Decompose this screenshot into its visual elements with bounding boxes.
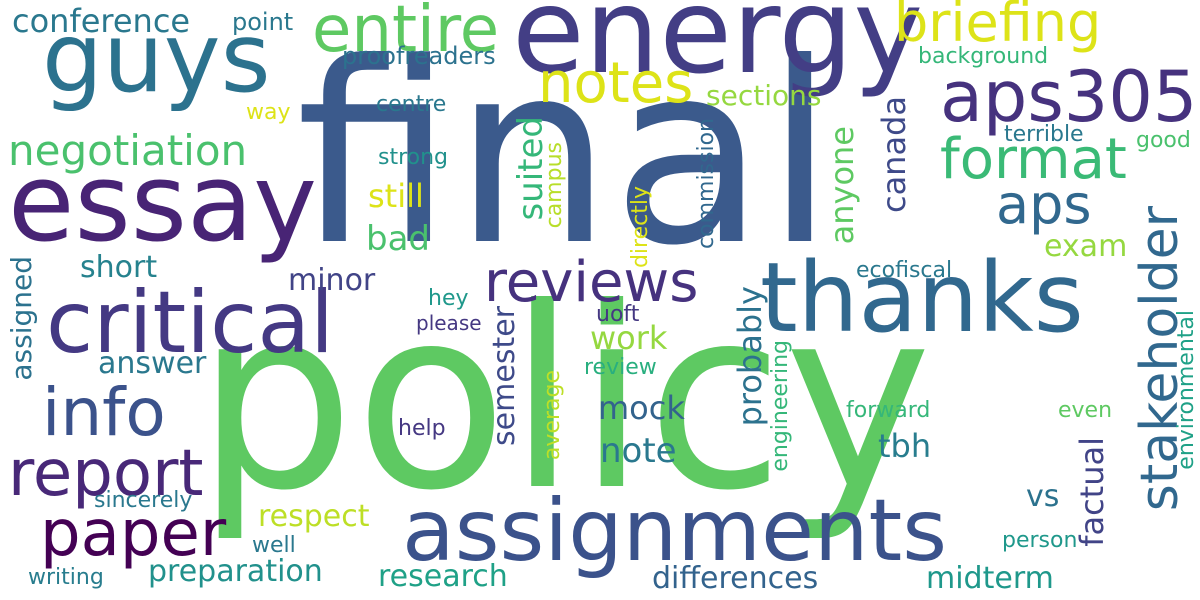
word-well: well	[252, 533, 296, 558]
word-differences: differences	[652, 561, 819, 596]
word-campus: campus	[542, 142, 567, 229]
word-commission: commission	[694, 118, 719, 249]
word-format: format	[940, 127, 1127, 192]
word-still: still	[368, 177, 424, 215]
word-critical: critical	[46, 273, 335, 373]
word-vs: vs	[1026, 479, 1060, 514]
word-preparation: preparation	[148, 554, 323, 589]
word-policy: policy	[196, 254, 932, 545]
word-thanks: thanks	[760, 242, 1084, 354]
word-reviews: reviews	[484, 250, 699, 315]
word-report: report	[8, 437, 204, 511]
word-entire: entire	[312, 0, 500, 67]
word-tbh: tbh	[878, 427, 932, 465]
word-semester: semester	[487, 306, 522, 446]
word-terrible: terrible	[1004, 122, 1084, 147]
word-exam: exam	[1044, 229, 1128, 264]
word-minor: minor	[288, 263, 376, 298]
word-point: point	[232, 8, 294, 36]
word-guys: guys	[42, 2, 271, 114]
word-directly: directly	[628, 186, 653, 269]
word-research: research	[378, 559, 508, 594]
word-respect: respect	[258, 499, 370, 534]
word-paper: paper	[40, 497, 227, 571]
word-bad: bad	[366, 219, 430, 259]
word-centre: centre	[376, 92, 447, 117]
word-work: work	[590, 319, 668, 357]
word-background: background	[918, 44, 1049, 69]
word-info: info	[42, 374, 166, 451]
word-answer: answer	[98, 346, 207, 381]
word-sincerely: sincerely	[94, 488, 193, 513]
word-engineering: engineering	[768, 340, 793, 472]
word-writing: writing	[28, 565, 104, 590]
word-help: help	[398, 416, 446, 441]
word-hey: hey	[428, 286, 469, 311]
word-conference: conference	[12, 2, 191, 40]
word-factual: factual	[1073, 437, 1111, 547]
word-ecofiscal: ecofiscal	[856, 258, 953, 283]
word-negotiation: negotiation	[8, 126, 248, 175]
word-way: way	[246, 100, 291, 125]
word-short: short	[80, 250, 158, 285]
word-anyone: anyone	[823, 126, 861, 245]
word-sections: sections	[706, 79, 822, 112]
word-assigned: assigned	[5, 256, 38, 381]
word-note: note	[600, 431, 677, 471]
word-probably: probably	[731, 286, 769, 427]
word-aps: aps	[996, 173, 1092, 236]
word-final: final	[296, 9, 835, 300]
word-aps305: aps305	[940, 56, 1198, 138]
word-notes: notes	[538, 51, 694, 116]
word-average: average	[540, 370, 565, 461]
word-proofreaders: proofreaders	[342, 42, 496, 70]
word-uoft: uoft	[596, 302, 640, 327]
word-even: even	[1058, 398, 1113, 423]
word-essay: essay	[8, 141, 318, 266]
word-strong: strong	[378, 145, 449, 170]
word-please: please	[416, 311, 482, 335]
word-assignments: assignments	[402, 481, 948, 581]
word-mock: mock	[598, 389, 685, 427]
word-forward: forward	[846, 398, 931, 423]
word-person: person	[1002, 528, 1078, 553]
word-midterm: midterm	[926, 561, 1054, 596]
word-good: good	[1136, 128, 1191, 153]
word-canada: canada	[875, 96, 913, 214]
word-environmental: environmental	[1174, 310, 1199, 470]
word-briefing: briefing	[894, 0, 1102, 54]
word-review: review	[584, 355, 657, 380]
word-energy: energy	[512, 0, 924, 100]
